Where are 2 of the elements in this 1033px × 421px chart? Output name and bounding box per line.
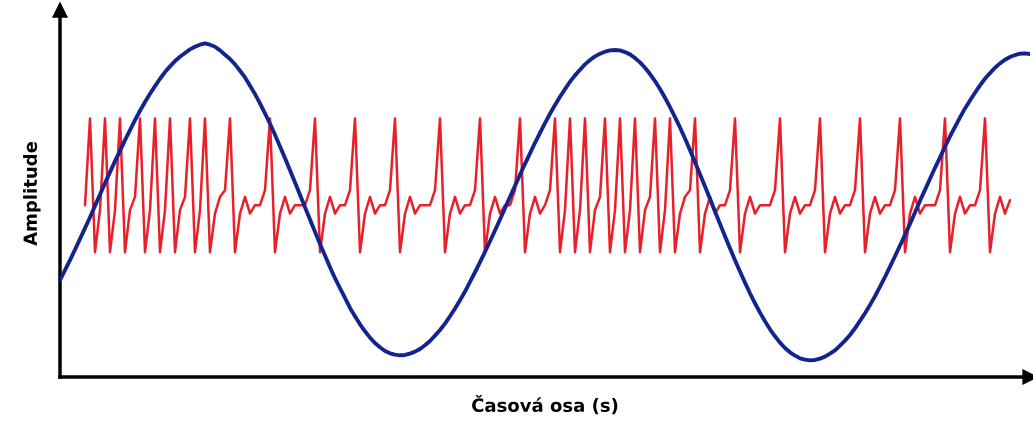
y-axis-title: Amplitude xyxy=(23,142,41,246)
x-axis-title: Časová osa (s) xyxy=(472,395,618,415)
